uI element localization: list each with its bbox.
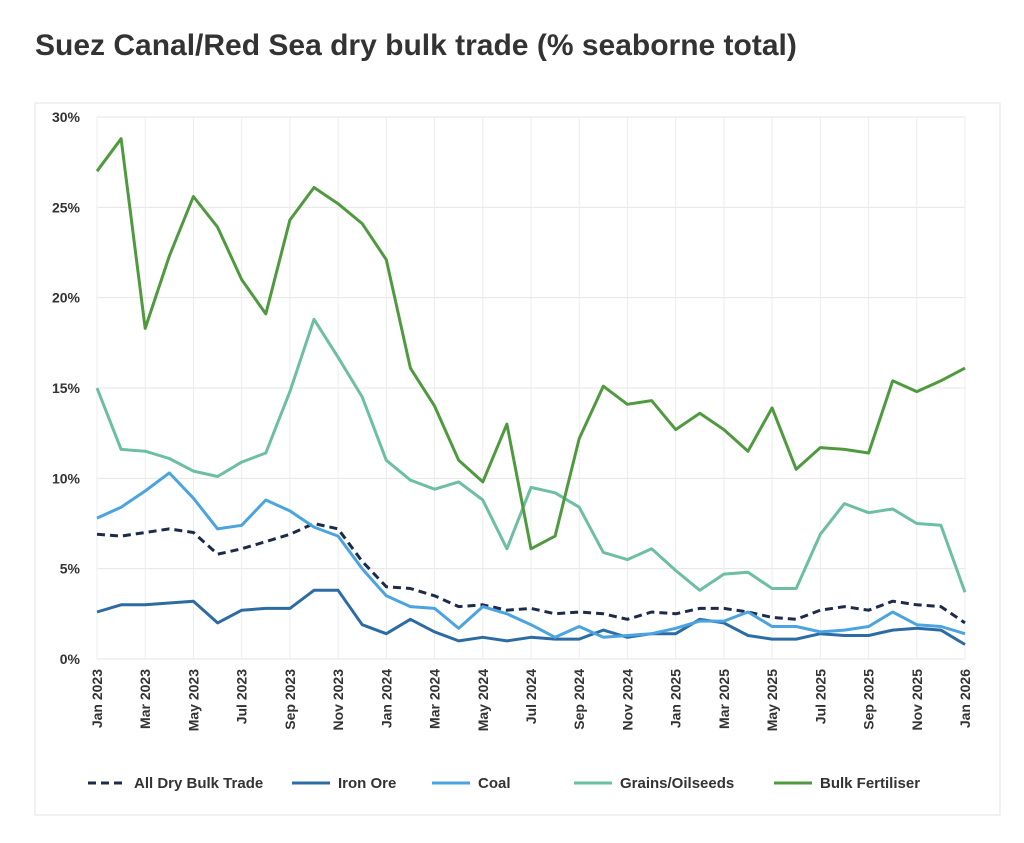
x-tick-label: May 2023	[185, 669, 201, 731]
x-tick-label: Mar 2023	[137, 669, 153, 729]
x-tick-label: Mar 2024	[427, 669, 443, 729]
y-tick-label: 10%	[52, 470, 81, 486]
chart-frame	[34, 102, 1001, 816]
y-tick-label: 30%	[52, 109, 81, 125]
legend-label: Bulk Fertiliser	[820, 775, 920, 792]
series-line	[95, 137, 966, 551]
legend-label: Iron Ore	[338, 775, 396, 792]
legend-label: Grains/Oilseeds	[620, 775, 734, 792]
legend-label: All Dry Bulk Trade	[134, 775, 263, 792]
x-tick-label: May 2024	[475, 669, 491, 731]
x-tick-label: May 2025	[764, 669, 780, 731]
y-tick-label: 0%	[60, 651, 81, 667]
legend-label: Coal	[478, 775, 511, 792]
series-line	[96, 588, 966, 646]
x-tick-label: Sep 2023	[282, 669, 298, 730]
x-tick-label: Nov 2024	[619, 669, 635, 731]
x-tick-label: Nov 2023	[330, 669, 346, 731]
x-tick-label: Jul 2023	[234, 669, 250, 724]
x-tick-label: Jan 2023	[89, 669, 105, 728]
x-tick-label: Mar 2025	[716, 669, 732, 729]
x-tick-label: Nov 2025	[909, 669, 925, 731]
x-tick-label: Sep 2024	[571, 669, 587, 730]
y-tick-label: 5%	[60, 561, 81, 577]
x-tick-label: Jan 2026	[957, 669, 973, 728]
chart-title: Suez Canal/Red Sea dry bulk trade (% sea…	[35, 29, 797, 62]
y-tick-label: 15%	[52, 380, 81, 396]
y-tick-label: 20%	[52, 290, 81, 306]
x-tick-label: Jul 2025	[812, 669, 828, 724]
x-tick-label: Sep 2025	[861, 669, 877, 730]
y-tick-label: 25%	[52, 199, 81, 215]
x-tick-label: Jan 2025	[668, 669, 684, 728]
x-tick-label: Jan 2024	[378, 669, 394, 728]
x-tick-label: Jul 2024	[523, 669, 539, 724]
series-line	[96, 471, 966, 639]
series-line	[95, 317, 967, 593]
